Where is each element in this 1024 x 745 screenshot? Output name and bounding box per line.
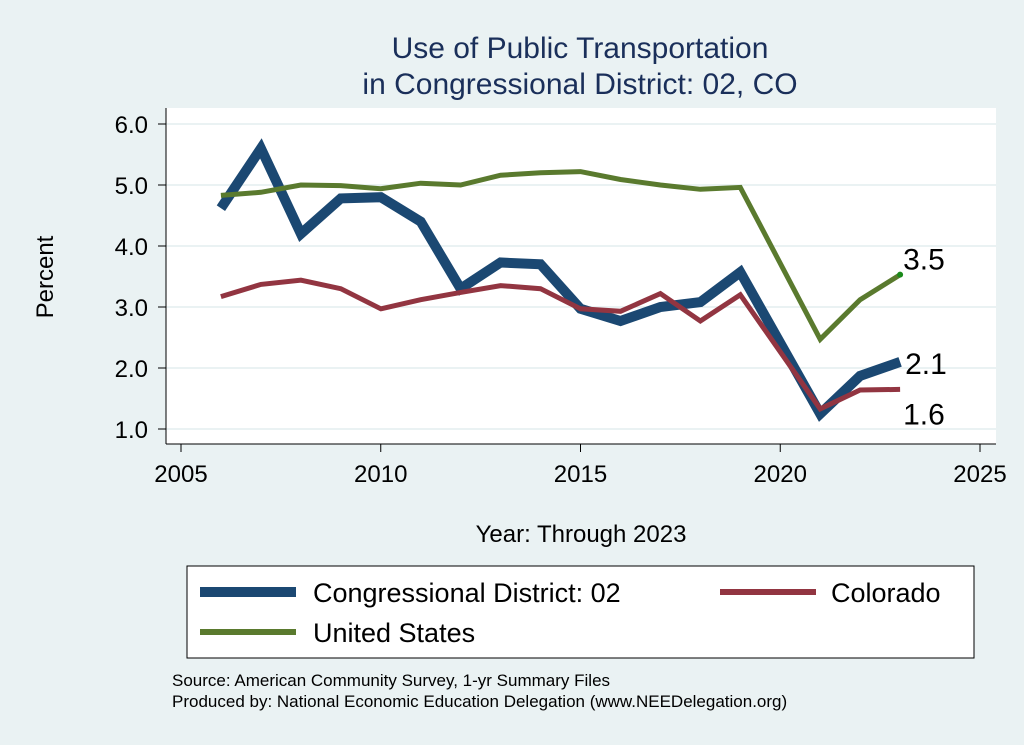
legend-label-district: Congressional District: 02 (313, 578, 621, 608)
series-line-congressional-district-02 (216, 138, 902, 422)
x-tick-label: 2020 (754, 461, 807, 488)
end-label: 3.5 (903, 244, 945, 277)
y-tick-label: 5.0 (115, 173, 148, 200)
legend-box (186, 565, 975, 659)
end-labels: 2.1 1.6 3.5 (903, 244, 947, 432)
end-point-united-states (897, 271, 904, 278)
producer-note: Produced by: National Economic Education… (172, 692, 787, 711)
y-tick-label: 2.0 (115, 356, 148, 383)
source-note: Source: American Community Survey, 1-yr … (172, 671, 610, 690)
end-label: 2.1 (905, 348, 947, 381)
y-tick-label: 6.0 (115, 112, 148, 139)
series-line-colorado (220, 277, 901, 413)
x-tick-labels: 2005 2010 2015 2020 2025 (154, 461, 1006, 488)
x-tick-label: 2010 (354, 461, 407, 488)
end-label: 1.6 (903, 398, 945, 431)
legend-label-colorado: Colorado (831, 578, 941, 608)
y-tick-label: 4.0 (115, 234, 148, 261)
y-tick-label: 3.0 (115, 295, 148, 322)
y-tick-labels: 1.0 2.0 3.0 4.0 5.0 6.0 (115, 112, 148, 444)
series-line-united-states (220, 169, 902, 344)
chart-title-line-1: Use of Public Transportation (392, 32, 769, 65)
y-tick-label: 1.0 (115, 417, 148, 444)
x-tick-label: 2015 (554, 461, 607, 488)
legend: Congressional District: 02 Colorado Unit… (186, 565, 975, 659)
x-tick-label: 2005 (154, 461, 207, 488)
axes (158, 108, 996, 452)
plot-area (166, 108, 996, 444)
legend-label-united-states: United States (313, 618, 475, 648)
x-axis-label: Year: Through 2023 (476, 521, 687, 548)
chart-title-line-2: in Congressional District: 02, CO (362, 68, 797, 101)
x-tick-label: 2025 (953, 461, 1006, 488)
series-lines (216, 138, 904, 422)
y-axis-label: Percent (32, 235, 59, 318)
